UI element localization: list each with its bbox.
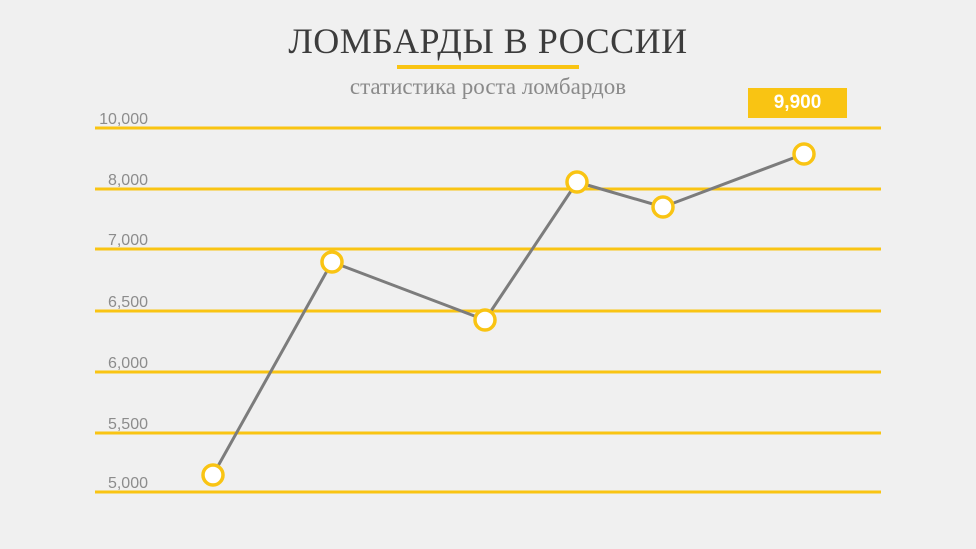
data-point-marker <box>320 250 344 274</box>
data-line <box>211 152 805 476</box>
y-tick-label: 6,500 <box>108 294 148 311</box>
y-tick-label: 10,000 <box>99 111 148 128</box>
data-point-marker <box>651 195 675 219</box>
y-tick-label: 8,000 <box>108 172 148 189</box>
y-tick-label: 6,000 <box>108 355 148 372</box>
y-tick-label: 5,000 <box>108 475 148 492</box>
data-point-marker <box>792 142 816 166</box>
data-point-marker <box>473 308 497 332</box>
value-callout-badge: 9,900 <box>748 88 847 118</box>
page-subtitle: статистика роста ломбардов <box>349 74 627 99</box>
title-underline <box>397 65 579 69</box>
data-point-marker <box>565 170 589 194</box>
data-point-marker <box>201 463 225 487</box>
y-tick-label: 5,500 <box>108 416 148 433</box>
y-tick-label: 7,000 <box>108 232 148 249</box>
page-title: ЛОМБАРДЫ В РОССИИ <box>288 21 688 61</box>
